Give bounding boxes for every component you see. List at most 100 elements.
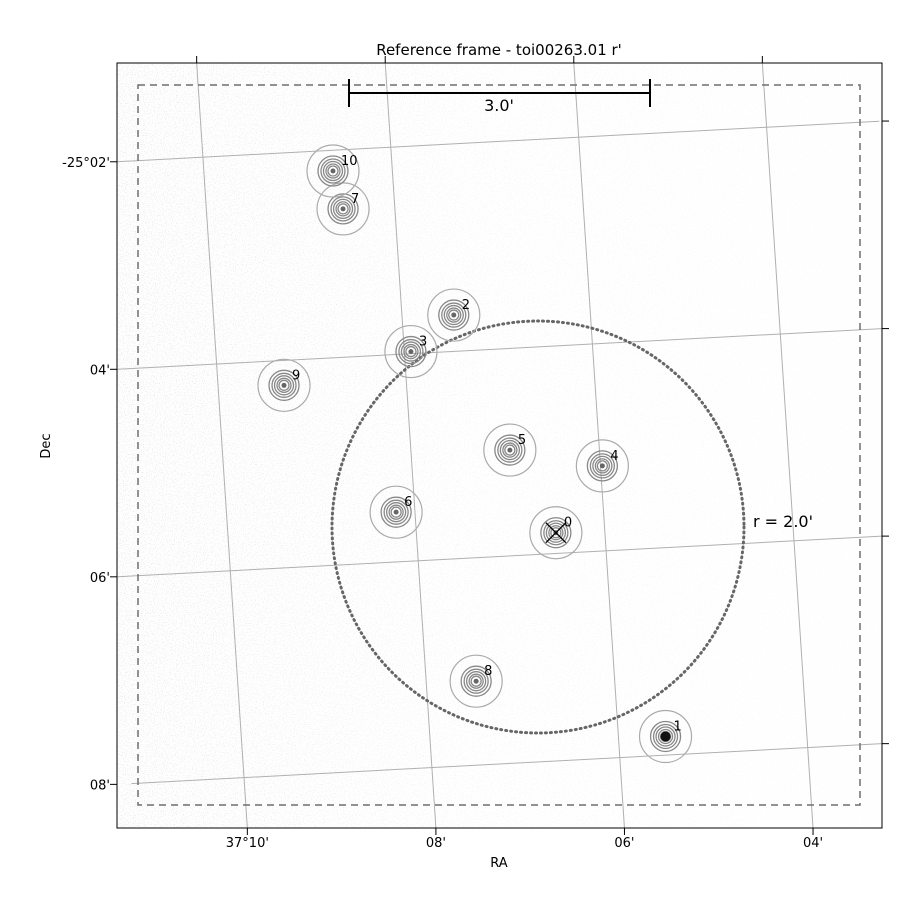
star-contour [335, 201, 351, 217]
star-core [599, 463, 605, 469]
star-aperture [369, 485, 423, 539]
star-contour [320, 158, 346, 184]
star-contour [322, 160, 344, 182]
star-7: 7 [316, 182, 370, 236]
star-contour [405, 345, 417, 358]
star-contour [441, 302, 467, 328]
target-cross [545, 522, 567, 544]
star-contour [502, 442, 518, 458]
ra-grid-line [196, 63, 248, 828]
star-contour [400, 341, 422, 362]
star-core [507, 447, 513, 453]
star-label: 6 [404, 495, 412, 510]
x-tick-label: 37°10' [226, 836, 269, 851]
star-contour [470, 675, 482, 687]
star-contour [592, 455, 613, 477]
star-8: 8 [449, 654, 503, 708]
star-contour [497, 437, 523, 463]
star-label: 7 [351, 192, 359, 207]
star-3: 3 [384, 324, 438, 379]
star-label: 10 [341, 154, 358, 169]
star-label: 0 [564, 516, 572, 531]
star-aperture [529, 506, 583, 560]
star-contour [465, 671, 487, 692]
x-tick-label: 08' [426, 836, 446, 851]
star-contour [438, 299, 470, 331]
star-4: 4 [575, 439, 629, 493]
star-6: 6 [369, 485, 423, 539]
star-contour [271, 372, 297, 398]
star-contour [330, 196, 356, 222]
star-contour [268, 369, 300, 401]
star-9: 9 [257, 358, 311, 412]
dec-grid-line [117, 328, 882, 370]
star-contour [327, 165, 339, 177]
star-contour [596, 460, 609, 472]
star-aperture [427, 288, 481, 342]
star-aperture [384, 324, 438, 379]
star-contour [403, 343, 419, 360]
star-label: 2 [462, 298, 470, 313]
axis-ticks [110, 56, 889, 835]
star-label: 3 [419, 335, 427, 350]
coordinate-grid [117, 63, 882, 828]
star-aperture [306, 144, 360, 198]
star-core [660, 731, 671, 742]
x-tick-label: 06' [614, 836, 634, 851]
star-contour [337, 203, 349, 215]
star-aperture [575, 439, 629, 493]
star-contour [383, 499, 409, 525]
star-core [340, 206, 346, 212]
star-10: 10 [306, 144, 360, 198]
star-contour [655, 726, 676, 747]
axis-tick-labels: 37°10' 08' 06' 04' -25°02' 04' 06' 08' [62, 156, 823, 851]
star-core [473, 678, 479, 684]
star-label: 9 [292, 368, 300, 383]
star-contour [652, 723, 679, 750]
sky-image [117, 63, 882, 828]
star-1: 1 [638, 709, 693, 764]
dec-grid-line [131, 743, 882, 785]
y-axis-label: Dec [39, 433, 54, 458]
star-contour [325, 163, 341, 179]
star-contour [460, 665, 492, 697]
star-core [393, 509, 399, 515]
y-tick-label: 08' [90, 778, 110, 793]
star-contour [586, 450, 619, 482]
scale-bar-label: 3.0' [484, 96, 514, 115]
star-contour [594, 458, 611, 474]
star-contour [276, 377, 292, 393]
star-label: 8 [484, 664, 492, 679]
field-boundary-dashed-box [137, 84, 861, 806]
star-contour [388, 504, 404, 520]
x-tick-label: 04' [803, 836, 823, 851]
star-contour [657, 728, 674, 745]
chart-title: Reference frame - toi00263.01 r' [376, 41, 622, 59]
star-contour [543, 520, 569, 546]
star-contour [649, 720, 682, 753]
x-axis-label: RA [490, 856, 508, 871]
star-contour [273, 375, 295, 396]
star-contour [327, 193, 359, 225]
dec-grid-line [117, 120, 880, 163]
ra-grid-line [761, 63, 814, 828]
star-contour [540, 517, 572, 549]
star-contour [446, 307, 462, 323]
star-aperture [638, 709, 693, 764]
star-label: 4 [610, 449, 618, 464]
star-aperture [257, 358, 311, 412]
star-contour [463, 668, 489, 694]
star-contour [550, 527, 562, 539]
star-contour [443, 304, 464, 326]
star-contour [385, 502, 407, 523]
aperture-circle [330, 319, 746, 735]
dec-grid-line [117, 535, 882, 578]
star-contour [332, 198, 354, 220]
star-aperture [483, 423, 537, 477]
star-contour [545, 522, 567, 543]
star-contour [468, 673, 484, 689]
star-contour [504, 444, 516, 456]
y-tick-label: -25°02' [62, 156, 110, 171]
star-label: 5 [518, 433, 526, 448]
